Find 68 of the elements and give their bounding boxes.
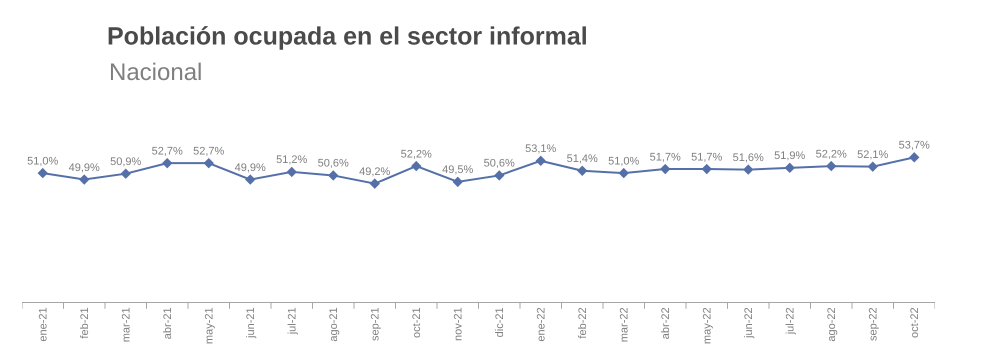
data-label: 51,2% <box>276 154 308 166</box>
data-label: 52,2% <box>400 148 432 160</box>
x-tick-label: oct-21 <box>410 307 423 338</box>
data-label: 52,7% <box>193 145 225 158</box>
x-tick-label: mar-21 <box>120 307 132 342</box>
point <box>162 158 172 168</box>
x-tick-label: ene-21 <box>37 307 50 342</box>
x-tick-label: dic-21 <box>494 307 506 338</box>
point <box>536 156 546 166</box>
point <box>868 161 878 172</box>
x-tick-label: nov-21 <box>452 307 464 342</box>
point <box>577 166 588 176</box>
data-label: 49,2% <box>359 166 391 178</box>
data-label: 51,7% <box>650 151 682 164</box>
x-tick-label: sep-22 <box>867 307 880 342</box>
data-label: 51,0% <box>608 155 640 168</box>
data-label: 49,9% <box>68 162 100 174</box>
point <box>286 166 297 178</box>
point <box>411 160 422 172</box>
x-tick-label: oct-22 <box>908 307 921 338</box>
data-label: 50,6% <box>318 158 350 170</box>
point <box>328 170 338 181</box>
x-tick-label: abr-21 <box>162 307 174 340</box>
x-tick-label: jun-22 <box>742 307 755 339</box>
x-tick-label: jul-22 <box>784 307 796 336</box>
x-tick-label: sep-21 <box>369 307 382 342</box>
x-tick-label: feb-21 <box>78 307 91 339</box>
x-tick-label: jul-21 <box>286 307 298 336</box>
data-label: 49,9% <box>234 162 266 174</box>
x-tick-label: ago-22 <box>826 307 838 342</box>
data-label: 51,4% <box>566 153 598 166</box>
chart-subtitle: Nacional <box>109 59 202 86</box>
data-label: 53,7% <box>898 140 930 152</box>
data-label: 52,1% <box>857 148 889 161</box>
x-tick-label: may-21 <box>203 307 216 344</box>
x-tick-label: ene-22 <box>535 307 548 342</box>
point <box>204 158 214 168</box>
point <box>743 164 754 175</box>
x-tick-label: abr-22 <box>660 307 672 340</box>
point <box>826 160 836 172</box>
data-label: 49,5% <box>442 164 474 176</box>
data-label: 50,6% <box>484 158 516 170</box>
point <box>79 174 90 185</box>
data-label: 52,7% <box>152 145 184 158</box>
point <box>120 168 131 179</box>
point <box>660 164 670 174</box>
data-label: 51,0% <box>27 155 59 168</box>
point <box>494 170 504 181</box>
point <box>370 178 380 189</box>
chart-title: Población ocupada en el sector informal <box>107 22 588 50</box>
data-label: 51,6% <box>732 152 764 164</box>
point <box>618 168 629 178</box>
x-tick-label: ago-21 <box>328 307 340 342</box>
point <box>702 164 712 174</box>
x-tick-label: feb-22 <box>576 307 589 339</box>
x-tick-label: jun-21 <box>244 307 257 339</box>
point <box>784 162 795 174</box>
point <box>909 152 920 163</box>
data-label: 50,9% <box>110 156 142 168</box>
data-label: 53,1% <box>525 143 557 156</box>
point <box>38 168 48 178</box>
point <box>452 176 463 188</box>
data-label: 51,9% <box>774 150 806 162</box>
data-label: 51,7% <box>691 151 723 164</box>
data-label: 52,2% <box>816 148 848 160</box>
point <box>245 174 256 185</box>
x-tick-label: mar-22 <box>618 307 630 342</box>
x-tick-label: may-22 <box>701 307 714 344</box>
